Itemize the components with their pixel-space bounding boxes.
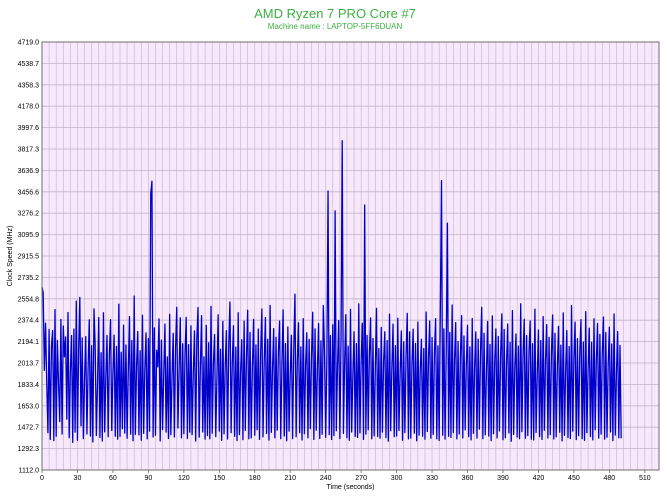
x-tick-label: 270 — [355, 475, 367, 482]
y-tick-label: 4719.0 — [18, 40, 40, 47]
x-tick-label: 180 — [249, 475, 261, 482]
x-tick-label: 60 — [109, 475, 117, 482]
x-tick-label: 210 — [284, 475, 296, 482]
x-tick-label: 0 — [40, 475, 44, 482]
x-tick-label: 90 — [144, 475, 152, 482]
x-tick-label: 30 — [74, 475, 82, 482]
x-tick-label: 420 — [533, 475, 545, 482]
chart-subtitle: Machine name : LAPTOP-5FF6DUAN — [267, 22, 403, 31]
chart-title: AMD Ryzen 7 PRO Core #7 — [254, 6, 416, 21]
x-axis-ticks: 0 30 60 90 120 150 180 210 240 270 300 330 360 390 420… — [40, 470, 651, 482]
y-tick-label: 2915.5 — [18, 254, 40, 261]
x-tick-label: 480 — [604, 475, 616, 482]
x-tick-label: 390 — [497, 475, 509, 482]
y-tick-label: 3997.6 — [18, 125, 40, 132]
x-tick-label: 450 — [568, 475, 580, 482]
y-tick-label: 2554.8 — [18, 296, 40, 303]
y-tick-label: 3817.3 — [18, 146, 40, 153]
y-tick-label: 1472.7 — [18, 425, 40, 432]
y-axis-label: Clock Speed (MHz) — [7, 226, 14, 287]
x-tick-label: 360 — [462, 475, 474, 482]
y-tick-label: 1292.3 — [18, 446, 40, 453]
y-tick-label: 4358.3 — [18, 82, 40, 89]
series-line — [41, 139, 622, 444]
y-tick-label: 3636.9 — [18, 168, 40, 175]
x-tick-label: 300 — [391, 475, 403, 482]
y-tick-label: 3456.6 — [18, 189, 40, 196]
x-tick-label: 120 — [178, 475, 190, 482]
x-tick-label: 240 — [320, 475, 332, 482]
y-tick-label: 2735.2 — [18, 275, 40, 282]
y-tick-label: 3095.9 — [18, 232, 40, 239]
y-tick-label: 3276.2 — [18, 211, 40, 218]
x-tick-label: 150 — [213, 475, 225, 482]
x-axis-label: Time (seconds) — [327, 484, 375, 491]
y-tick-label: 2374.4 — [18, 318, 40, 325]
y-tick-label: 4538.7 — [18, 61, 40, 68]
plot-frame — [41, 41, 660, 471]
y-tick-label: 1833.4 — [18, 382, 40, 389]
x-tick-label: 330 — [426, 475, 438, 482]
y-tick-label: 1112.0 — [19, 468, 39, 475]
y-axis-ticks: 1112.0 1292.3 1472.7 1653.0 1833.4 2013.7 2194… — [18, 40, 40, 475]
y-tick-label: 2194.1 — [18, 339, 40, 346]
y-tick-label: 4178.0 — [18, 104, 40, 111]
y-tick-label: 2013.7 — [18, 361, 40, 368]
x-tick-label: 510 — [639, 475, 651, 482]
y-tick-label: 1653.0 — [18, 403, 40, 410]
